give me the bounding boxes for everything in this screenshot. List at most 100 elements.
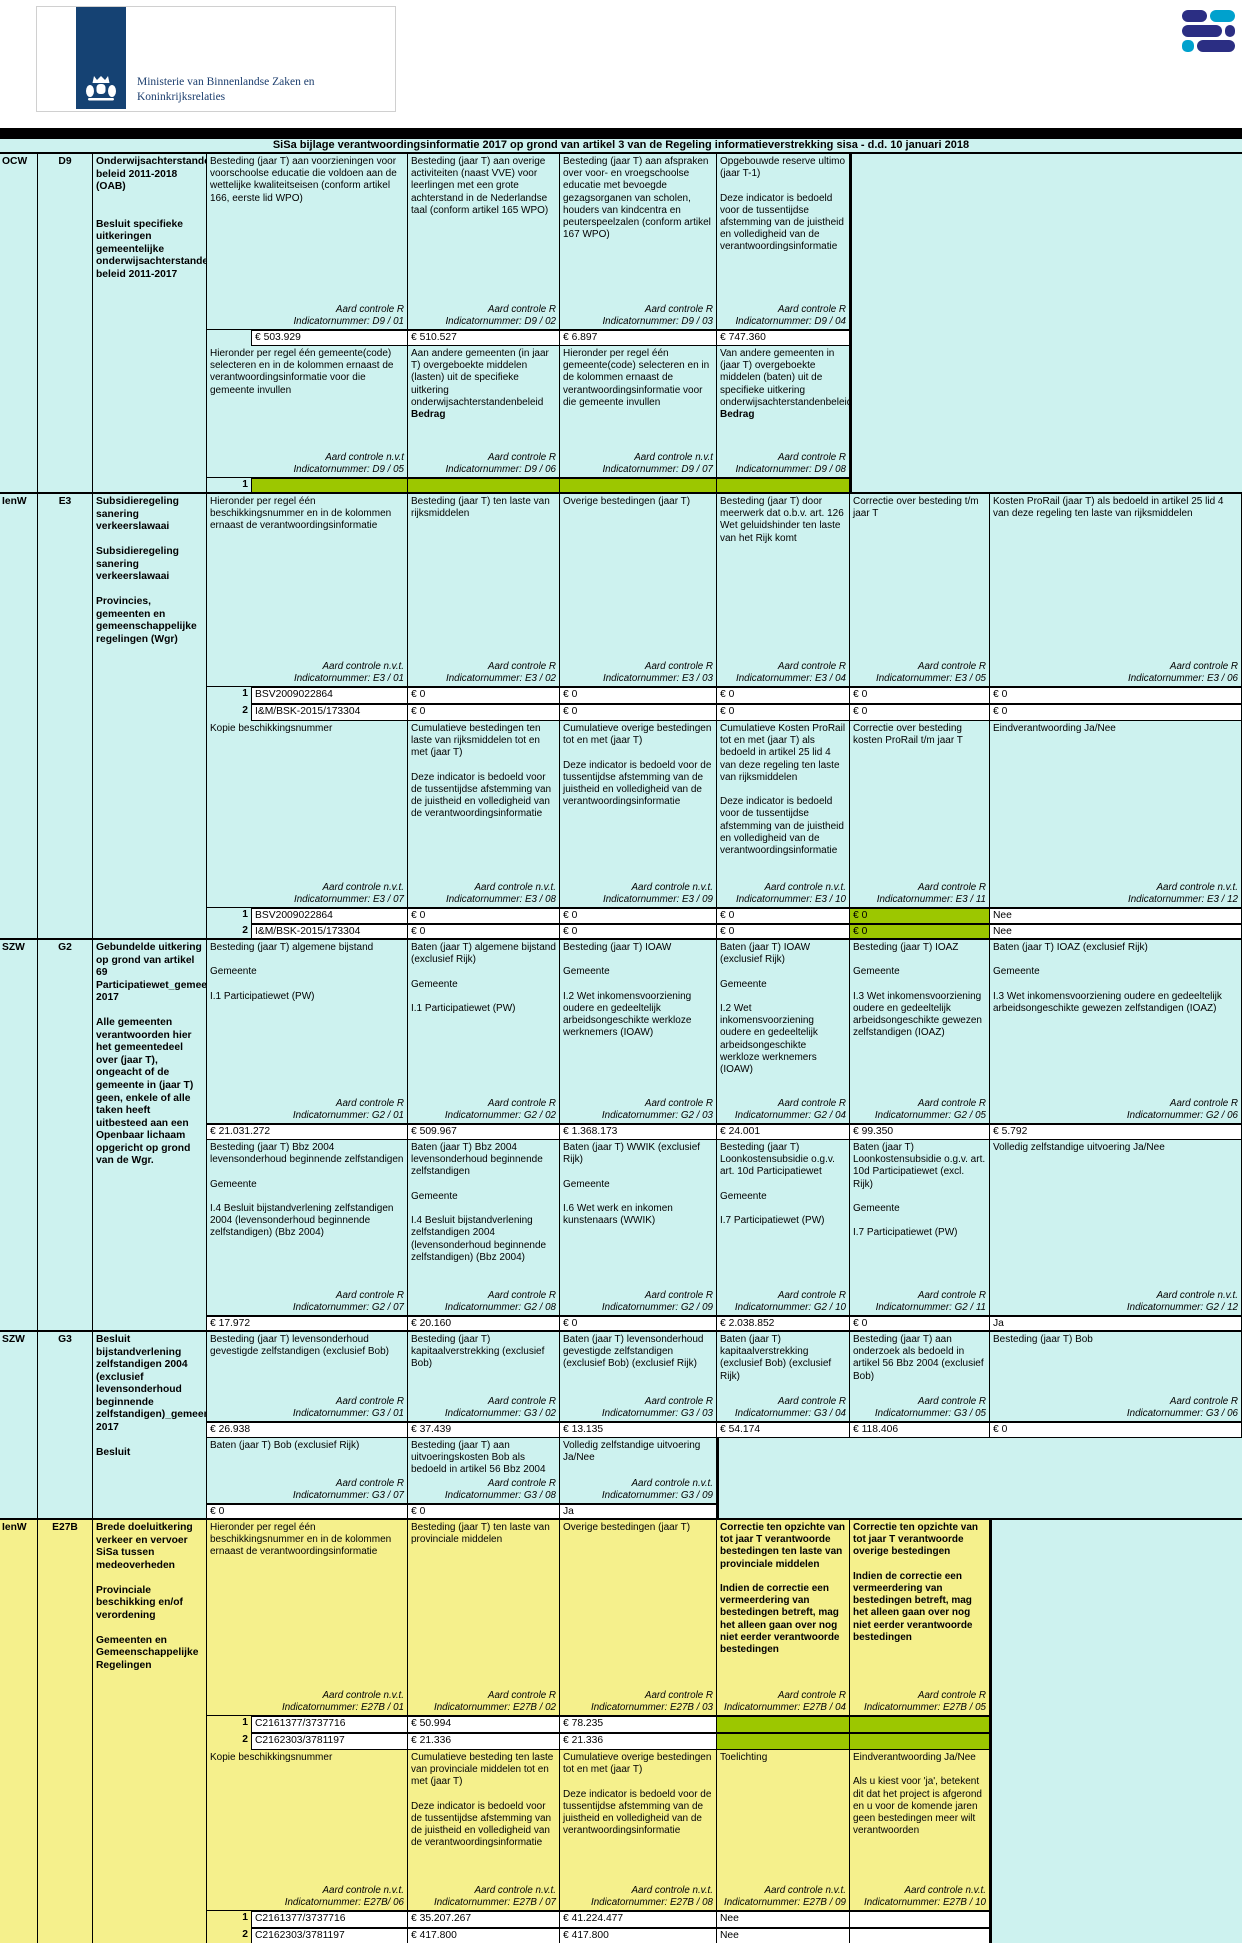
- value-cell[interactable]: € 21.336: [408, 1733, 560, 1750]
- value-cell[interactable]: I&M/BSK-2015/173304: [252, 924, 408, 938]
- value-cell[interactable]: € 0: [408, 924, 560, 938]
- value-cell[interactable]: [252, 478, 408, 492]
- value-cell[interactable]: I&M/BSK-2015/173304: [252, 704, 408, 721]
- value-cell[interactable]: € 6.897: [560, 330, 717, 346]
- value-cell[interactable]: € 54.174: [717, 1422, 850, 1438]
- value-cell[interactable]: € 417.800: [408, 1928, 560, 1943]
- value-cell[interactable]: € 0: [717, 687, 850, 704]
- value-cell[interactable]: € 0: [717, 924, 850, 938]
- ministry-logo-text: Ministerie van Binnenlandse Zaken en Kon…: [137, 76, 315, 103]
- value-cell[interactable]: [850, 1716, 990, 1733]
- value-cell[interactable]: € 37.439: [408, 1422, 560, 1438]
- value-cell[interactable]: € 0: [990, 704, 1242, 721]
- value-cell[interactable]: € 0: [408, 1504, 560, 1518]
- value-cell[interactable]: € 509.967: [408, 1124, 560, 1140]
- value-cell[interactable]: € 35.207.267: [408, 1911, 560, 1928]
- aard-controle-label: Aard controle R: [777, 303, 846, 315]
- value-cell[interactable]: € 17.972: [207, 1316, 408, 1330]
- row-number: 1: [207, 1716, 252, 1733]
- value-cell[interactable]: € 0: [560, 687, 717, 704]
- indicator-number-label: Indicatornummer: D9 / 05: [293, 463, 404, 475]
- value-cell[interactable]: Nee: [990, 924, 1242, 938]
- value-cell[interactable]: € 118.406: [850, 1422, 990, 1438]
- value-cell[interactable]: € 0: [850, 908, 990, 924]
- value-cell[interactable]: € 21.336: [560, 1733, 717, 1750]
- value-cell[interactable]: BSV2009022864: [252, 687, 408, 704]
- value-cell[interactable]: € 24.001: [717, 1124, 850, 1140]
- value-cell[interactable]: € 0: [850, 924, 990, 938]
- value-cell[interactable]: C2162303/3781197: [252, 1928, 408, 1943]
- aard-controle-label: Aard controle R: [1169, 660, 1238, 672]
- value-cell[interactable]: Nee: [717, 1911, 850, 1928]
- value-cell[interactable]: BSV2009022864: [252, 908, 408, 924]
- indicator-number-label: Indicatornummer: G2 / 10: [734, 1301, 846, 1313]
- value-cell[interactable]: € 0: [560, 704, 717, 721]
- value-cell[interactable]: € 2.038.852: [717, 1316, 850, 1330]
- aard-controle-label: Aard controle R: [777, 451, 846, 463]
- value-cell[interactable]: C2161377/3737716: [252, 1911, 408, 1928]
- value-cell[interactable]: € 99.350: [850, 1124, 990, 1140]
- value-cell[interactable]: [850, 1733, 990, 1750]
- indicator-header-cell: Baten (jaar T) levensonderhoud gevestigd…: [560, 1332, 717, 1422]
- row-number: 2: [207, 1733, 252, 1750]
- value-cell[interactable]: C2161377/3737716: [252, 1716, 408, 1733]
- indicator-header-text: Correctie ten opzichte van tot jaar T ve…: [853, 1522, 979, 1643]
- value-cell[interactable]: € 0: [717, 908, 850, 924]
- value-cell[interactable]: [850, 1928, 990, 1943]
- value-cell[interactable]: € 0: [408, 687, 560, 704]
- value-cell[interactable]: € 26.938: [207, 1422, 408, 1438]
- value-cell[interactable]: € 0: [560, 1316, 717, 1330]
- aard-controle-label: Aard controle n.v.t.: [322, 1884, 405, 1896]
- value-cell[interactable]: € 13.135: [560, 1422, 717, 1438]
- value-cell[interactable]: € 41.224.477: [560, 1911, 717, 1928]
- value-cell[interactable]: [717, 1733, 850, 1750]
- row-number: 2: [207, 704, 252, 721]
- value-cell[interactable]: € 747.360: [717, 330, 850, 346]
- value-cell[interactable]: C2162303/3781197: [252, 1733, 408, 1750]
- value-cell[interactable]: € 0: [850, 704, 990, 721]
- value-cell[interactable]: € 0: [990, 687, 1242, 704]
- value-cell[interactable]: [717, 1716, 850, 1733]
- value-cell[interactable]: [850, 1911, 990, 1928]
- value-cell[interactable]: € 0: [990, 1422, 1242, 1438]
- value-cell[interactable]: € 0: [850, 1316, 990, 1330]
- indicator-header-text: Cumulatieve Kosten ProRail tot en met (j…: [720, 723, 846, 856]
- value-cell[interactable]: € 503.929: [252, 330, 408, 346]
- value-cell[interactable]: € 417.800: [560, 1928, 717, 1943]
- value-cell[interactable]: [560, 478, 717, 492]
- indicator-number-label: Indicatornummer: D9 / 07: [602, 463, 713, 475]
- row-number: [207, 330, 252, 346]
- value-cell[interactable]: € 0: [717, 704, 850, 721]
- indicator-header-text: Baten (jaar T) Bob (exclusief Rijk): [210, 1440, 360, 1451]
- indicator-header-text: Cumulatieve bestedingen ten laste van ri…: [411, 723, 552, 820]
- value-cell[interactable]: € 50.994: [408, 1716, 560, 1733]
- value-cell[interactable]: [408, 478, 560, 492]
- value-cell[interactable]: € 1.368.173: [560, 1124, 717, 1140]
- table-row: 2 C2162303/3781197 € 417.800 € 417.800 Nee: [207, 1928, 990, 1943]
- value-cell[interactable]: € 0: [560, 908, 717, 924]
- value-cell[interactable]: Nee: [717, 1928, 850, 1943]
- value-cell[interactable]: Ja: [990, 1316, 1242, 1330]
- value-cell[interactable]: € 0: [408, 704, 560, 721]
- aard-controle-label: Aard controle R: [917, 1289, 986, 1301]
- indicator-header-cell: Besteding (jaar T) aan onderzoek als bed…: [850, 1332, 990, 1422]
- value-cell[interactable]: € 20.160: [408, 1316, 560, 1330]
- value-cell[interactable]: € 0: [207, 1504, 408, 1518]
- table-row: 1 BSV2009022864 € 0 € 0 € 0 € 0 Nee: [207, 908, 1242, 924]
- aard-controle-label: Aard controle n.v.t.: [631, 1477, 714, 1489]
- value-cell[interactable]: € 78.235: [560, 1716, 717, 1733]
- aard-controle-label: Aard controle R: [335, 1477, 404, 1489]
- value-cell[interactable]: Nee: [990, 908, 1242, 924]
- value-cell[interactable]: € 0: [560, 924, 717, 938]
- value-cell[interactable]: [717, 478, 850, 492]
- indicator-header-cell: Hieronder per regel één beschikkingsnumm…: [207, 1520, 408, 1716]
- indicator-header-text: Cumulatieve besteding ten laste van prov…: [411, 1752, 554, 1849]
- indicator-header-cell: Hieronder per regel één gemeente(code) s…: [560, 346, 717, 478]
- value-cell[interactable]: € 21.031.272: [207, 1124, 408, 1140]
- value-cell[interactable]: € 510.527: [408, 330, 560, 346]
- value-cell[interactable]: € 0: [850, 687, 990, 704]
- indicator-number-label: Indicatornummer: G2 / 01: [292, 1109, 404, 1121]
- value-cell[interactable]: € 0: [408, 908, 560, 924]
- value-cell[interactable]: Ja: [560, 1504, 717, 1518]
- value-cell[interactable]: € 5.792: [990, 1124, 1242, 1140]
